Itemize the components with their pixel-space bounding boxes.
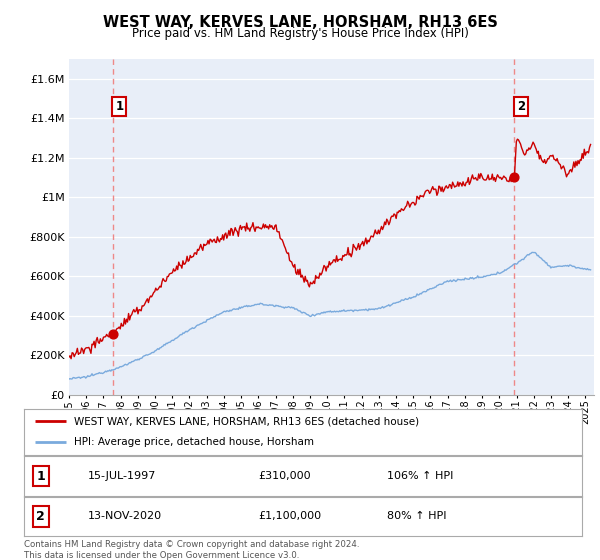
Text: 80% ↑ HPI: 80% ↑ HPI <box>387 511 446 521</box>
Text: 2: 2 <box>37 510 45 523</box>
Point <box>108 329 118 338</box>
Text: WEST WAY, KERVES LANE, HORSHAM, RH13 6ES (detached house): WEST WAY, KERVES LANE, HORSHAM, RH13 6ES… <box>74 416 419 426</box>
Point <box>509 173 519 182</box>
Text: £310,000: £310,000 <box>259 471 311 481</box>
Text: £1,100,000: £1,100,000 <box>259 511 322 521</box>
Text: 106% ↑ HPI: 106% ↑ HPI <box>387 471 453 481</box>
Text: 1: 1 <box>115 100 124 113</box>
Text: Contains HM Land Registry data © Crown copyright and database right 2024.
This d: Contains HM Land Registry data © Crown c… <box>24 540 359 560</box>
Text: Price paid vs. HM Land Registry's House Price Index (HPI): Price paid vs. HM Land Registry's House … <box>131 27 469 40</box>
Text: 15-JUL-1997: 15-JUL-1997 <box>88 471 157 481</box>
Text: 1: 1 <box>37 469 45 483</box>
Text: WEST WAY, KERVES LANE, HORSHAM, RH13 6ES: WEST WAY, KERVES LANE, HORSHAM, RH13 6ES <box>103 15 497 30</box>
Text: HPI: Average price, detached house, Horsham: HPI: Average price, detached house, Hors… <box>74 437 314 447</box>
Text: 2: 2 <box>517 100 525 113</box>
Text: 13-NOV-2020: 13-NOV-2020 <box>88 511 162 521</box>
